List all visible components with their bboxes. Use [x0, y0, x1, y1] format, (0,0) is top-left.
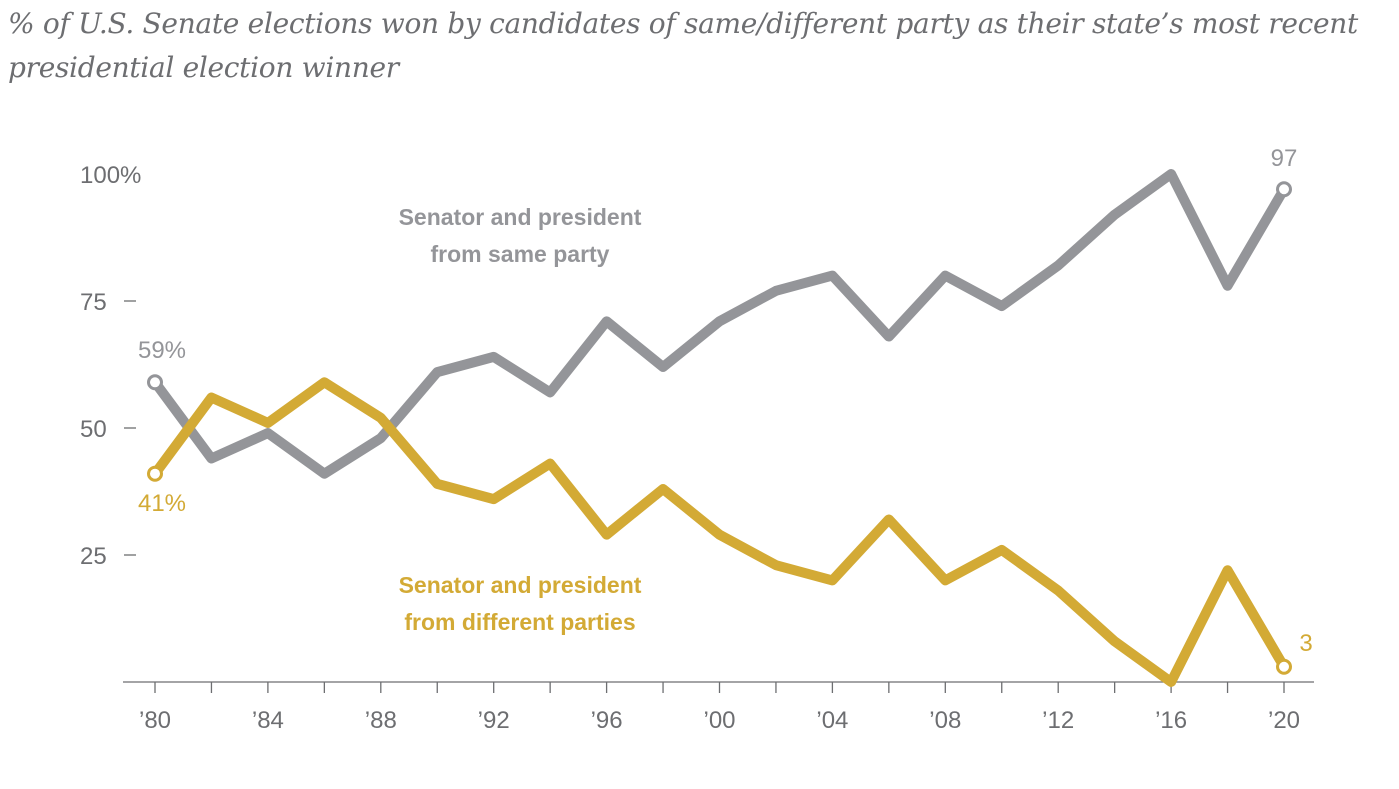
x-tick-label: ’04 [816, 707, 848, 734]
start-data-label: 41% [138, 490, 186, 517]
series-labels: 59% 41% 97 3 Senator and president from same … [138, 145, 1313, 657]
y-tick-label: 75 [80, 289, 107, 316]
x-tick-label: ’16 [1155, 707, 1187, 734]
y-tick-label: 100% [80, 162, 141, 189]
x-tick-label: ’80 [139, 707, 171, 734]
end-data-label: 3 [1299, 630, 1312, 657]
x-tick-label: ’08 [929, 707, 961, 734]
series-line-same-party [150, 169, 1289, 479]
x-axis: ’80 ’84 ’88 ’92 ’96 ’00 ’04 ’08 ’12 ’16 ’20 [123, 681, 1314, 734]
start-data-label: 59% [138, 337, 186, 364]
x-tick-label: ’20 [1268, 707, 1300, 734]
x-tick-label: ’88 [365, 707, 397, 734]
chart-title: % of U.S. Senate elections won by candid… [8, 7, 1358, 84]
series-label-same-party: from same party [431, 241, 610, 267]
x-tick-label: ’84 [252, 707, 284, 734]
end-point-marker [1276, 181, 1292, 198]
y-tick-label: 50 [80, 416, 107, 443]
x-tick-label: ’96 [591, 707, 623, 734]
start-point-marker [147, 465, 163, 482]
x-tick-label: ’00 [703, 707, 735, 734]
series-lines [147, 169, 1292, 687]
x-tick-label: ’12 [1042, 707, 1074, 734]
y-tick-label: 25 [80, 543, 107, 570]
series-label-same-party: Senator and president [399, 204, 642, 230]
y-axis: 25 50 75 100% [80, 162, 141, 570]
end-data-label: 97 [1271, 145, 1298, 172]
series-label-different-parties: from different parties [404, 609, 635, 635]
start-point-marker [147, 374, 163, 391]
series-label-different-parties: Senator and president [399, 572, 642, 598]
x-tick-label: ’92 [478, 707, 510, 734]
end-point-marker [1276, 658, 1292, 675]
series-line-different-parties [150, 377, 1289, 687]
